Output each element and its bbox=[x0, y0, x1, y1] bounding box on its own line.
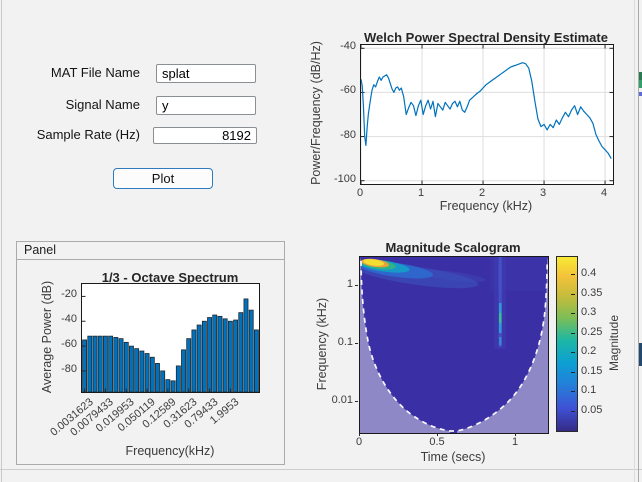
scalogram-xlabel: Time (secs) bbox=[420, 450, 486, 464]
octave-ylabel: Average Power (dB) bbox=[40, 280, 54, 394]
welch-ylabel: Power/Frequency (dB/Hz) bbox=[309, 41, 323, 185]
colorbar-tick-label: 0.3 bbox=[581, 306, 597, 319]
panel-title: Panel bbox=[17, 242, 284, 260]
welch-axes bbox=[360, 44, 614, 185]
octave-xlabel: Frequency(kHz) bbox=[125, 444, 215, 458]
scalogram-ytick-label: 1 bbox=[346, 277, 353, 290]
scalogram-heatmap bbox=[355, 257, 549, 433]
scalogram-xtick-label: 0.5 bbox=[429, 436, 445, 448]
sample-rate-input[interactable] bbox=[153, 127, 257, 144]
scalogram-xtick-label: 0 bbox=[355, 436, 363, 448]
mat-file-name-input[interactable] bbox=[156, 64, 256, 83]
scalogram-xtick-label: 1 bbox=[511, 436, 519, 448]
plot-button[interactable]: Plot bbox=[113, 168, 213, 189]
edge-fragment-navy bbox=[639, 343, 642, 366]
tick-mark bbox=[355, 400, 358, 402]
window-right-divider bbox=[634, 0, 635, 482]
coi-dashed-line bbox=[360, 260, 549, 432]
welch-ytick-label: -60 bbox=[340, 84, 356, 97]
welch-xtick-label: 4 bbox=[601, 187, 608, 199]
window-right-border bbox=[638, 0, 639, 482]
signal-name-input[interactable] bbox=[156, 96, 256, 115]
colorbar-label: Magnitude bbox=[607, 314, 621, 372]
scalogram-axes bbox=[355, 256, 549, 434]
welch-line-chart bbox=[360, 45, 613, 184]
scalogram-ytick-label: 0.01 bbox=[331, 393, 353, 406]
colorbar-tick-label: 0.1 bbox=[581, 384, 597, 397]
window-left-border bbox=[1, 0, 2, 482]
edge-fragment-green-dark bbox=[639, 72, 642, 80]
scalogram-ylabel: Frequency (kHz) bbox=[315, 297, 329, 391]
colorbar-tick-label: 0.4 bbox=[581, 267, 597, 280]
octave-bar-chart bbox=[82, 295, 259, 393]
colorbar-tick-label: 0.05 bbox=[581, 403, 603, 416]
coi-shade-left bbox=[360, 257, 450, 433]
colorbar-tick-label: 0.15 bbox=[581, 364, 603, 377]
signal-name-label: Signal Name bbox=[65, 97, 140, 112]
scalogram-ytick-label: 0.1 bbox=[337, 335, 353, 348]
colorbar-tick-label: 0.2 bbox=[581, 345, 597, 358]
colorbar-tick-label: 0.35 bbox=[581, 286, 603, 299]
welch-ytick-label: -80 bbox=[340, 128, 356, 141]
panel: Panel bbox=[16, 241, 285, 465]
tick-mark bbox=[355, 342, 358, 344]
window-bottom-divider bbox=[0, 469, 642, 470]
sample-rate-label: Sample Rate (Hz) bbox=[36, 127, 140, 142]
edge-fragment-green bbox=[639, 80, 642, 88]
edge-fragment-blue bbox=[639, 92, 642, 96]
energy-blob bbox=[355, 258, 479, 289]
welch-xtick-label: 0 bbox=[356, 187, 364, 199]
coi-shade-right bbox=[457, 257, 548, 433]
welch-title: Welch Power Spectral Density Estimate bbox=[364, 30, 608, 45]
colorbar-tick-label: 0.25 bbox=[581, 325, 603, 338]
colorbar bbox=[556, 256, 578, 432]
welch-xlabel: Frequency (kHz) bbox=[439, 199, 533, 213]
mat-file-name-label: MAT File Name bbox=[50, 65, 140, 80]
tick-mark bbox=[355, 284, 358, 286]
octave-title: 1/3 - Octave Spectrum bbox=[101, 270, 239, 285]
scalogram-title: Magnitude Scalogram bbox=[385, 240, 521, 255]
transient-streak bbox=[494, 257, 506, 349]
octave-axes bbox=[81, 283, 260, 393]
welch-ytick-label: -100 bbox=[333, 172, 356, 185]
